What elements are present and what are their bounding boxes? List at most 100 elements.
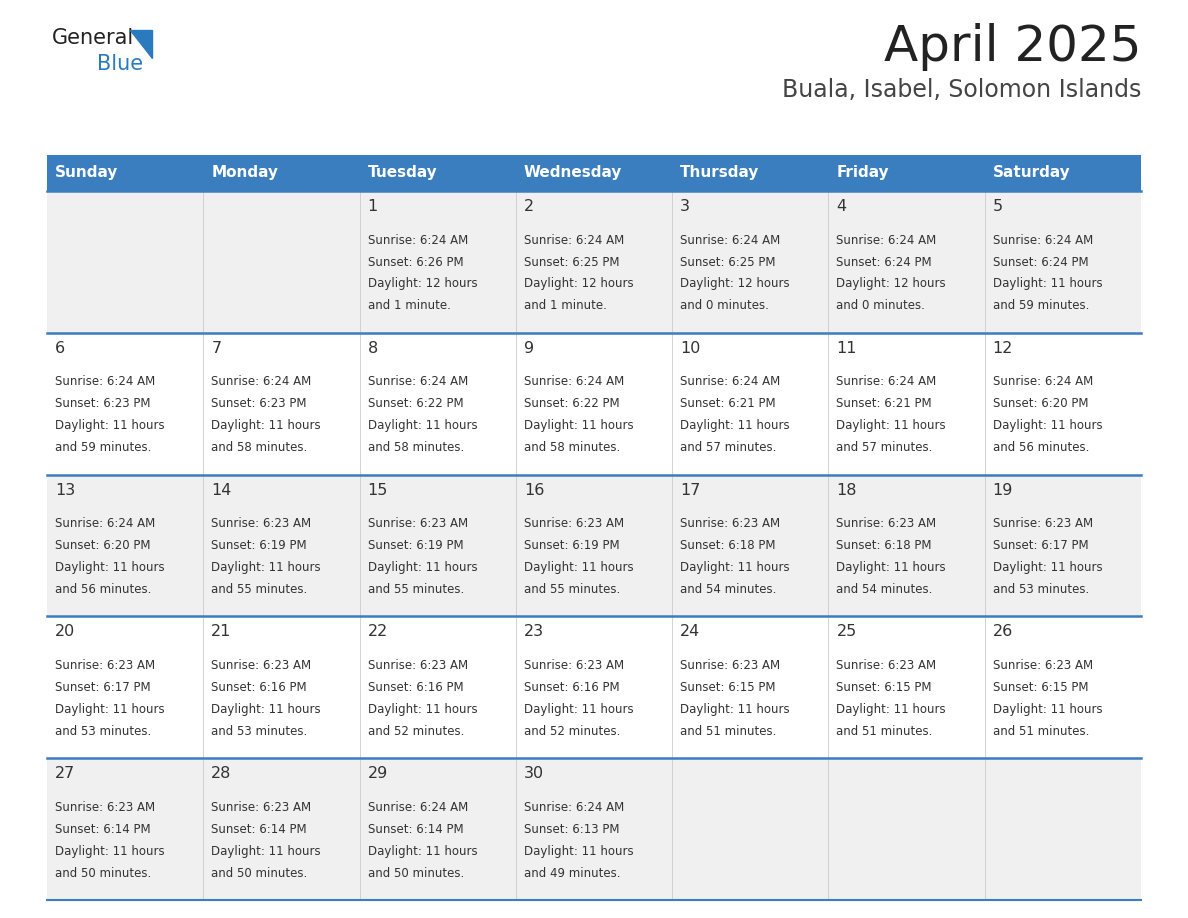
- Text: Sunset: 6:26 PM: Sunset: 6:26 PM: [367, 255, 463, 269]
- Text: Sunrise: 6:23 AM: Sunrise: 6:23 AM: [211, 659, 311, 672]
- Text: Blue: Blue: [97, 54, 143, 74]
- Text: 13: 13: [55, 483, 75, 498]
- Text: Sunday: Sunday: [55, 165, 119, 181]
- Text: Sunrise: 6:24 AM: Sunrise: 6:24 AM: [55, 375, 156, 388]
- Text: Friday: Friday: [836, 165, 889, 181]
- Text: 25: 25: [836, 624, 857, 640]
- Text: Daylight: 11 hours: Daylight: 11 hours: [367, 561, 478, 574]
- Text: 15: 15: [367, 483, 388, 498]
- Text: and 58 minutes.: and 58 minutes.: [524, 442, 620, 454]
- Text: Sunrise: 6:24 AM: Sunrise: 6:24 AM: [367, 375, 468, 388]
- Text: Sunrise: 6:23 AM: Sunrise: 6:23 AM: [993, 659, 1093, 672]
- Text: Daylight: 11 hours: Daylight: 11 hours: [55, 703, 165, 716]
- Text: Sunrise: 6:24 AM: Sunrise: 6:24 AM: [681, 233, 781, 247]
- Bar: [48, 758, 1140, 900]
- Text: Sunrise: 6:24 AM: Sunrise: 6:24 AM: [211, 375, 311, 388]
- Text: Sunset: 6:22 PM: Sunset: 6:22 PM: [524, 397, 619, 410]
- Text: Sunrise: 6:24 AM: Sunrise: 6:24 AM: [524, 800, 624, 813]
- Text: Daylight: 11 hours: Daylight: 11 hours: [211, 845, 321, 857]
- Text: Sunrise: 6:23 AM: Sunrise: 6:23 AM: [367, 659, 468, 672]
- Text: Daylight: 11 hours: Daylight: 11 hours: [524, 845, 633, 857]
- Text: Sunrise: 6:23 AM: Sunrise: 6:23 AM: [681, 517, 781, 530]
- Text: Daylight: 11 hours: Daylight: 11 hours: [993, 561, 1102, 574]
- Text: Sunrise: 6:24 AM: Sunrise: 6:24 AM: [993, 233, 1093, 247]
- Text: Thursday: Thursday: [681, 165, 759, 181]
- Text: and 51 minutes.: and 51 minutes.: [836, 725, 933, 738]
- Text: Sunset: 6:23 PM: Sunset: 6:23 PM: [55, 397, 151, 410]
- Text: Daylight: 11 hours: Daylight: 11 hours: [993, 420, 1102, 432]
- Text: Tuesday: Tuesday: [367, 165, 437, 181]
- Text: 20: 20: [55, 624, 75, 640]
- Text: Sunset: 6:14 PM: Sunset: 6:14 PM: [211, 823, 307, 835]
- Text: Sunset: 6:21 PM: Sunset: 6:21 PM: [681, 397, 776, 410]
- Text: Daylight: 11 hours: Daylight: 11 hours: [681, 703, 790, 716]
- Bar: [48, 616, 1140, 758]
- Text: and 56 minutes.: and 56 minutes.: [993, 442, 1089, 454]
- Bar: [48, 155, 1140, 191]
- Text: Saturday: Saturday: [993, 165, 1070, 181]
- Text: and 53 minutes.: and 53 minutes.: [55, 725, 151, 738]
- Text: Sunrise: 6:23 AM: Sunrise: 6:23 AM: [836, 659, 936, 672]
- Text: 22: 22: [367, 624, 387, 640]
- Text: and 56 minutes.: and 56 minutes.: [55, 583, 151, 596]
- Text: Sunset: 6:19 PM: Sunset: 6:19 PM: [524, 539, 619, 552]
- Text: Sunrise: 6:23 AM: Sunrise: 6:23 AM: [367, 517, 468, 530]
- Text: and 55 minutes.: and 55 minutes.: [367, 583, 463, 596]
- Text: Sunrise: 6:24 AM: Sunrise: 6:24 AM: [524, 375, 624, 388]
- Text: Wednesday: Wednesday: [524, 165, 623, 181]
- Text: Sunrise: 6:24 AM: Sunrise: 6:24 AM: [836, 233, 936, 247]
- Text: and 53 minutes.: and 53 minutes.: [993, 583, 1089, 596]
- Text: and 0 minutes.: and 0 minutes.: [681, 299, 769, 312]
- Text: and 0 minutes.: and 0 minutes.: [836, 299, 925, 312]
- Text: Sunrise: 6:24 AM: Sunrise: 6:24 AM: [367, 800, 468, 813]
- Text: Sunset: 6:21 PM: Sunset: 6:21 PM: [836, 397, 933, 410]
- Text: 11: 11: [836, 341, 857, 356]
- Text: Sunrise: 6:23 AM: Sunrise: 6:23 AM: [524, 659, 624, 672]
- Text: Sunset: 6:15 PM: Sunset: 6:15 PM: [993, 681, 1088, 694]
- Text: Daylight: 11 hours: Daylight: 11 hours: [524, 561, 633, 574]
- Polygon shape: [129, 30, 152, 58]
- Text: Sunset: 6:19 PM: Sunset: 6:19 PM: [367, 539, 463, 552]
- Text: Sunrise: 6:24 AM: Sunrise: 6:24 AM: [55, 517, 156, 530]
- Text: and 53 minutes.: and 53 minutes.: [211, 725, 308, 738]
- Text: Daylight: 11 hours: Daylight: 11 hours: [836, 420, 946, 432]
- Text: and 51 minutes.: and 51 minutes.: [681, 725, 777, 738]
- Text: Sunset: 6:16 PM: Sunset: 6:16 PM: [211, 681, 307, 694]
- Text: Sunset: 6:17 PM: Sunset: 6:17 PM: [55, 681, 151, 694]
- Text: and 50 minutes.: and 50 minutes.: [211, 867, 308, 879]
- Text: and 1 minute.: and 1 minute.: [524, 299, 607, 312]
- Text: Sunset: 6:23 PM: Sunset: 6:23 PM: [211, 397, 307, 410]
- Text: Sunrise: 6:24 AM: Sunrise: 6:24 AM: [681, 375, 781, 388]
- Text: 6: 6: [55, 341, 65, 356]
- Text: and 57 minutes.: and 57 minutes.: [836, 442, 933, 454]
- Text: Sunset: 6:25 PM: Sunset: 6:25 PM: [524, 255, 619, 269]
- Text: Sunrise: 6:24 AM: Sunrise: 6:24 AM: [524, 233, 624, 247]
- Text: and 52 minutes.: and 52 minutes.: [524, 725, 620, 738]
- Text: Daylight: 11 hours: Daylight: 11 hours: [211, 561, 321, 574]
- Text: 7: 7: [211, 341, 221, 356]
- Text: 3: 3: [681, 199, 690, 214]
- Text: Sunset: 6:19 PM: Sunset: 6:19 PM: [211, 539, 307, 552]
- Text: 19: 19: [993, 483, 1013, 498]
- Bar: [48, 333, 1140, 475]
- Bar: [48, 475, 1140, 616]
- Text: Sunrise: 6:23 AM: Sunrise: 6:23 AM: [211, 800, 311, 813]
- Text: Sunset: 6:15 PM: Sunset: 6:15 PM: [836, 681, 931, 694]
- Text: and 57 minutes.: and 57 minutes.: [681, 442, 777, 454]
- Text: Sunset: 6:15 PM: Sunset: 6:15 PM: [681, 681, 776, 694]
- Text: Sunrise: 6:23 AM: Sunrise: 6:23 AM: [211, 517, 311, 530]
- Text: 28: 28: [211, 767, 232, 781]
- Text: and 50 minutes.: and 50 minutes.: [55, 867, 151, 879]
- Text: Daylight: 11 hours: Daylight: 11 hours: [367, 420, 478, 432]
- Text: Sunrise: 6:24 AM: Sunrise: 6:24 AM: [367, 233, 468, 247]
- Text: Sunrise: 6:24 AM: Sunrise: 6:24 AM: [993, 375, 1093, 388]
- Text: Sunset: 6:18 PM: Sunset: 6:18 PM: [681, 539, 776, 552]
- Text: 29: 29: [367, 767, 387, 781]
- Text: Daylight: 11 hours: Daylight: 11 hours: [211, 703, 321, 716]
- Text: Sunset: 6:22 PM: Sunset: 6:22 PM: [367, 397, 463, 410]
- Text: Sunset: 6:14 PM: Sunset: 6:14 PM: [367, 823, 463, 835]
- Text: 16: 16: [524, 483, 544, 498]
- Text: Sunset: 6:20 PM: Sunset: 6:20 PM: [55, 539, 151, 552]
- Text: Sunrise: 6:23 AM: Sunrise: 6:23 AM: [524, 517, 624, 530]
- Text: Buala, Isabel, Solomon Islands: Buala, Isabel, Solomon Islands: [782, 78, 1140, 102]
